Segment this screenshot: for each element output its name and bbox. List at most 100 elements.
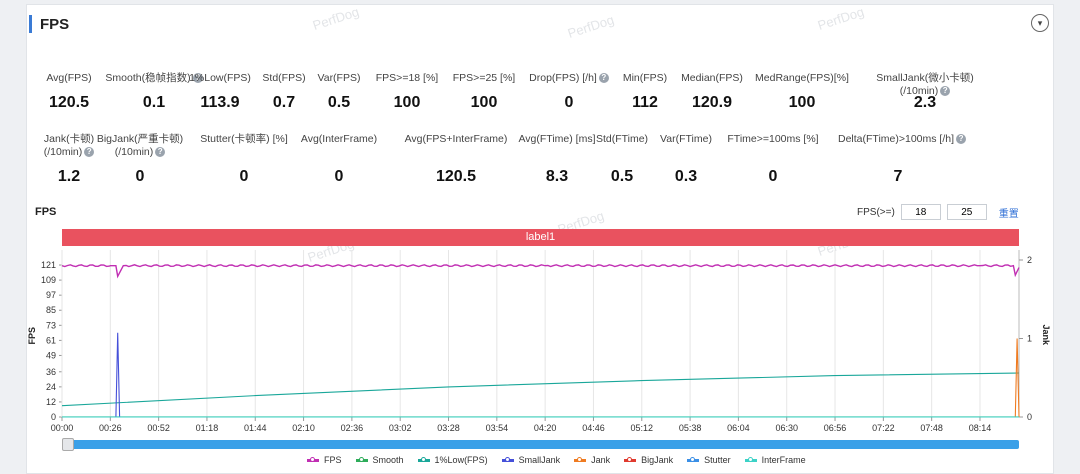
x-tick-label: 05:12 [631, 423, 654, 433]
legend-swatch [574, 456, 587, 462]
stat-label: Smooth(稳帧指数)? [94, 72, 214, 85]
timeline-scrollbar[interactable] [62, 440, 1019, 449]
stat-stats_row1-11: SmallJank(微小卡顿) (/10min)? 2.3 [865, 72, 985, 111]
chevron-down-icon[interactable]: ▾ [1031, 14, 1049, 32]
y-tick-label: 97 [46, 290, 56, 300]
stat-stats_row1-3: Std(FPS) 0.7 [224, 72, 344, 111]
y-tick-label: 61 [46, 335, 56, 345]
stat-label-text: Min(FPS) [622, 72, 668, 84]
stat-stats_row1-8: Min(FPS) 112 [585, 72, 705, 111]
stat-value: 100 [470, 94, 498, 111]
stat-label: Avg(FPS) [9, 72, 129, 85]
x-tick-label: 00:26 [99, 423, 122, 433]
stat-value: 120.9 [691, 94, 733, 111]
legend-item[interactable]: SmallJank [501, 455, 560, 465]
stat-stats_row1-6: FPS>=25 [%] 100 [424, 72, 544, 111]
x-tick-label: 06:04 [727, 423, 750, 433]
stat-label-text: Smooth(稳帧指数) [105, 72, 191, 84]
y-tick-label: 121 [41, 260, 56, 270]
stat-label-unit: (/10min) [43, 146, 83, 158]
stat-stats_row2-9: Delta(FTime)>100ms [/h]? 7 [838, 133, 967, 185]
y-tick-label: 85 [46, 305, 56, 315]
stat-label: Avg(InterFrame) [279, 133, 399, 146]
legend-label: InterFrame [761, 455, 806, 465]
stat-label: Stutter(卡顿率) [%] [184, 133, 304, 146]
fps-threshold-low-input[interactable] [900, 204, 941, 220]
legend-item[interactable]: Stutter [687, 455, 731, 465]
stat-label: Jank(卡顿) (/10min)? [9, 133, 129, 159]
x-tick-label: 00:52 [147, 423, 170, 433]
stat-value: 0.5 [327, 94, 351, 111]
stat-label: SmallJank(微小卡顿) (/10min)? [865, 72, 985, 98]
stat-label: Var(FPS) [279, 72, 399, 85]
x-tick-label: 04:46 [582, 423, 605, 433]
stat-stats_row2-3: Avg(InterFrame) 0 [279, 133, 399, 185]
y-right-tick-label: 2 [1027, 255, 1032, 265]
x-tick-label: 05:38 [679, 423, 702, 433]
legend-item[interactable]: FPS [307, 455, 342, 465]
y-tick-label: 36 [46, 367, 56, 377]
fps-threshold-high-input[interactable] [946, 204, 987, 220]
help-icon[interactable]: ? [155, 147, 166, 158]
stat-value: 0.1 [142, 94, 166, 111]
help-icon[interactable]: ? [598, 73, 609, 84]
stat-stats_row1-2: 1%Low(FPS) 113.9 [160, 72, 280, 111]
stat-label: Var(FTime) [626, 133, 746, 146]
stat-value: 0 [768, 168, 778, 185]
legend-label: BigJank [641, 455, 674, 465]
legend-item[interactable]: Smooth [355, 455, 404, 465]
help-icon[interactable]: ? [84, 147, 95, 158]
section-accent-bar [29, 15, 32, 33]
stat-label-text: BigJank(严重卡顿) [96, 133, 184, 145]
stat-value: 7 [893, 168, 903, 185]
stat-label: Delta(FTime)>100ms [/h]? [838, 133, 967, 146]
help-icon[interactable]: ? [956, 134, 967, 145]
y-axis-title: FPS [27, 327, 37, 345]
stat-label: Std(FPS) [224, 72, 344, 85]
stat-stats_row2-7: Var(FTime) 0.3 [626, 133, 746, 185]
section-title: FPS [40, 15, 70, 33]
stat-label: MedRange(FPS)[%] [742, 72, 862, 85]
y-tick-label: 49 [46, 350, 56, 360]
x-tick-label: 03:02 [389, 423, 412, 433]
legend-item[interactable]: Jank [574, 455, 610, 465]
stat-label: Avg(FTime) [ms] [497, 133, 617, 146]
stat-label: Std(FTime) [562, 133, 682, 146]
label-bar[interactable]: label1 [62, 229, 1019, 246]
stat-value: 8.3 [545, 168, 569, 185]
legend-item[interactable]: InterFrame [744, 455, 806, 465]
stat-label-text: Var(FTime) [660, 133, 712, 145]
stat-value: 112 [632, 94, 658, 111]
series-line-jank [62, 338, 1020, 418]
stat-stats_row1-0: Avg(FPS) 120.5 [9, 72, 129, 111]
stat-value: 0 [334, 168, 344, 185]
legend-swatch [687, 456, 700, 462]
x-tick-label: 01:44 [244, 423, 267, 433]
legend-item[interactable]: 1%Low(FPS) [417, 455, 488, 465]
section-header: FPS [29, 15, 69, 33]
stat-label-text: Std(FTime) [595, 133, 649, 145]
stat-label: Avg(FPS+InterFrame) [396, 133, 516, 146]
help-icon[interactable]: ? [940, 86, 951, 97]
stat-label-text: Jank(卡顿) [43, 133, 95, 145]
stat-value: 0 [239, 168, 249, 185]
help-icon[interactable]: ? [192, 73, 203, 84]
stat-label: FPS>=25 [%] [424, 72, 544, 85]
timeline-scroll-handle[interactable] [62, 438, 74, 451]
stat-value: 2.3 [913, 94, 937, 111]
reset-link[interactable]: 重置 [998, 208, 1019, 220]
stat-label-text: Stutter(卡顿率) [%] [200, 133, 288, 145]
legend-label: 1%Low(FPS) [434, 455, 488, 465]
stat-value: 0 [564, 94, 574, 111]
legend-item[interactable]: BigJank [624, 455, 673, 465]
stat-stats_row2-8: FTime>=100ms [%] 0 [713, 133, 833, 185]
y-tick-label: 0 [51, 412, 56, 422]
stat-label-text: FPS>=18 [%] [375, 72, 439, 84]
stat-value: 113.9 [200, 94, 240, 111]
y-tick-label: 73 [46, 320, 56, 330]
x-tick-label: 08:14 [969, 423, 992, 433]
stat-label-text: SmallJank(微小卡顿) [876, 72, 974, 84]
stat-label-text: Avg(FPS) [46, 72, 92, 84]
stat-label-text: Drop(FPS) [/h] [529, 72, 597, 84]
